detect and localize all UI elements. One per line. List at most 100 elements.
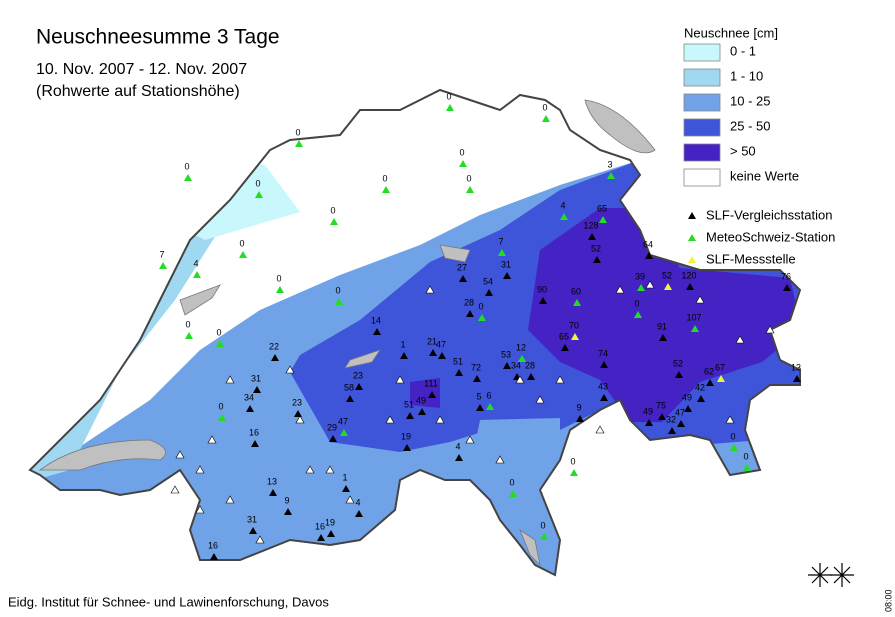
station-value: 5 (476, 391, 481, 401)
station-marker (373, 328, 381, 335)
station-marker (428, 391, 436, 398)
lake (519, 528, 541, 567)
station-marker (595, 425, 605, 434)
station-marker (599, 216, 607, 223)
station-marker (255, 535, 265, 544)
station-marker (765, 325, 775, 334)
subtitle: 10. Nov. 2007 - 12. Nov. 2007 (36, 61, 247, 78)
lake (179, 284, 221, 316)
legend-label: 1 - 10 (730, 68, 763, 83)
footer: Eidg. Institut für Schnee- und Lawinenfo… (8, 594, 329, 609)
station-marker (600, 394, 608, 401)
legend-swatch (683, 68, 721, 87)
station-marker (684, 405, 692, 412)
station-marker (607, 172, 615, 179)
station-value: 16 (249, 427, 259, 437)
station-marker (446, 104, 454, 111)
legend-swatch (683, 93, 721, 112)
station-marker (429, 349, 437, 356)
station-value: 31 (501, 259, 511, 269)
station-marker (438, 352, 446, 359)
station-value: 0 (382, 173, 387, 183)
station-marker (239, 251, 247, 258)
station-marker (503, 272, 511, 279)
station-marker (175, 450, 185, 459)
station-legend-label: SLF-Messstelle (706, 251, 796, 266)
legend-label: 10 - 25 (730, 93, 770, 108)
station-marker (346, 395, 354, 402)
station-marker (455, 454, 463, 461)
station-value: 16 (315, 521, 325, 531)
station-value: 54 (483, 276, 493, 286)
station-marker (284, 508, 292, 515)
legend-label: 25 - 50 (730, 118, 770, 133)
station-marker (576, 415, 584, 422)
station-value: 32 (666, 414, 676, 424)
station-marker (535, 395, 545, 404)
station-marker (335, 298, 343, 305)
station-marker (355, 510, 363, 517)
station-value: 9 (284, 495, 289, 505)
station-marker (539, 297, 547, 304)
station-marker (406, 412, 414, 419)
station-marker (725, 415, 735, 424)
station-legend-label: SLF-Vergleichsstation (706, 207, 832, 222)
station-marker (255, 191, 263, 198)
station-marker (305, 465, 315, 474)
station-marker (459, 160, 467, 167)
station-marker (600, 361, 608, 368)
station-marker (295, 415, 305, 424)
station-value: 31 (247, 514, 257, 524)
station-marker (571, 333, 579, 340)
station-value: 52 (662, 270, 672, 280)
station-value: 0 (542, 102, 547, 112)
station-marker (455, 369, 463, 376)
station-marker (459, 275, 467, 282)
station-marker (573, 299, 581, 306)
station-value: 39 (635, 271, 645, 281)
station-marker (555, 375, 565, 384)
station-marker (225, 495, 235, 504)
station-value: 3 (607, 159, 612, 169)
station-value: 0 (478, 301, 483, 311)
lake (344, 349, 381, 369)
station-value: 0 (218, 401, 223, 411)
station-marker (207, 435, 217, 444)
station-value: 0 (509, 477, 514, 487)
lake (439, 244, 471, 263)
station-marker (385, 415, 395, 424)
station-value: 19 (401, 431, 411, 441)
station-marker (435, 415, 445, 424)
station-marker (688, 212, 696, 219)
station-marker (355, 383, 363, 390)
station-value: 75 (656, 400, 666, 410)
title: Neuschneesumme 3 Tage (36, 26, 280, 49)
station-marker (688, 256, 696, 263)
station-value: 52 (673, 358, 683, 368)
station-marker (218, 414, 226, 421)
station-value: 29 (327, 422, 337, 432)
station-value: 23 (292, 397, 302, 407)
station-value: 34 (244, 392, 254, 402)
station-marker (210, 553, 218, 560)
station-marker (560, 213, 568, 220)
station-marker (193, 271, 201, 278)
zone-10-25-south (470, 418, 560, 500)
station-marker (478, 314, 486, 321)
station-marker (340, 429, 348, 436)
station-value: 43 (598, 381, 608, 391)
lake (38, 439, 167, 471)
station-marker (185, 332, 193, 339)
station-marker (325, 465, 335, 474)
station-marker (317, 534, 325, 541)
station-marker (395, 375, 405, 384)
station-marker (382, 186, 390, 193)
station-marker (634, 311, 642, 318)
station-value: 34 (511, 360, 521, 370)
station-value: 0 (570, 456, 575, 466)
station-value: 128 (583, 220, 598, 230)
station-value: 60 (571, 286, 581, 296)
station-marker (793, 375, 801, 382)
station-value: 91 (657, 321, 667, 331)
station-value: 0 (276, 273, 281, 283)
